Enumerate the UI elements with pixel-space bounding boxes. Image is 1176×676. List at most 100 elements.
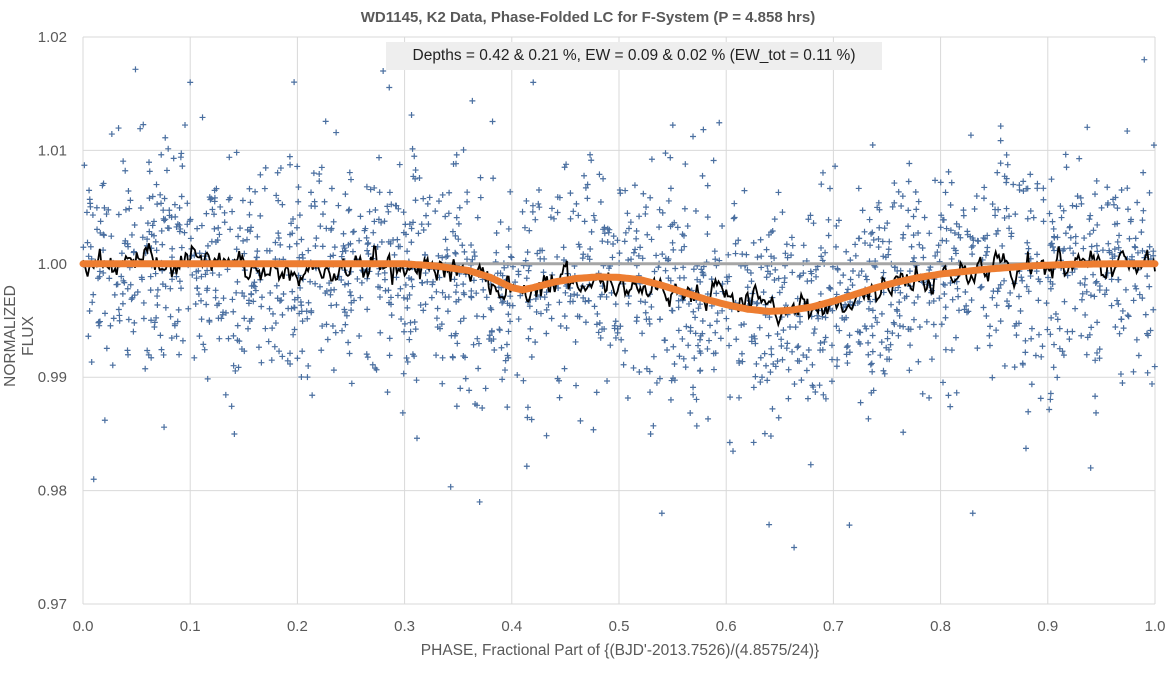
- data-point: [124, 285, 131, 292]
- data-point: [572, 338, 579, 345]
- data-point: [140, 121, 147, 128]
- data-point: [1146, 243, 1153, 250]
- data-point: [294, 355, 301, 362]
- data-point: [160, 351, 167, 358]
- data-point: [1082, 311, 1089, 318]
- data-point: [1047, 242, 1054, 249]
- data-point: [115, 125, 122, 132]
- data-point: [454, 340, 461, 347]
- data-point: [941, 282, 948, 289]
- data-point: [502, 357, 509, 364]
- data-point: [941, 291, 948, 298]
- data-point: [347, 292, 354, 299]
- data-point: [269, 325, 276, 332]
- data-point: [587, 245, 594, 252]
- data-point: [691, 355, 698, 362]
- data-point: [1032, 352, 1039, 359]
- data-point: [204, 285, 211, 292]
- data-point: [656, 206, 663, 213]
- data-point: [125, 316, 132, 323]
- data-point: [319, 211, 326, 218]
- data-point: [714, 310, 721, 317]
- data-point: [989, 374, 996, 381]
- data-point: [920, 254, 927, 261]
- data-point: [1001, 362, 1008, 369]
- data-point: [694, 276, 701, 283]
- x-tick-label: 1.0: [1145, 618, 1166, 635]
- data-point: [116, 312, 123, 319]
- data-point: [227, 226, 234, 233]
- data-point: [1093, 177, 1100, 184]
- data-point: [257, 212, 264, 219]
- data-point: [345, 241, 352, 248]
- data-point: [1093, 278, 1100, 285]
- data-point: [209, 270, 216, 277]
- data-point: [805, 216, 812, 223]
- data-point: [1133, 285, 1140, 292]
- data-point: [1141, 56, 1148, 63]
- data-point: [168, 335, 175, 342]
- data-point: [267, 289, 274, 296]
- data-point: [276, 297, 283, 304]
- data-point: [593, 389, 600, 396]
- data-point: [632, 246, 639, 253]
- data-point: [163, 167, 170, 174]
- data-point: [1011, 364, 1018, 371]
- data-point: [323, 321, 330, 328]
- data-point: [254, 248, 261, 255]
- data-point: [372, 207, 379, 214]
- data-point: [456, 204, 463, 211]
- data-point: [351, 297, 358, 304]
- data-point: [506, 302, 513, 309]
- data-point: [428, 294, 435, 301]
- data-point: [517, 292, 524, 299]
- data-point: [1070, 250, 1077, 257]
- data-point: [449, 354, 456, 361]
- data-point: [480, 286, 487, 293]
- data-point: [856, 235, 863, 242]
- data-point: [1115, 276, 1122, 283]
- x-tick-label: 0.7: [823, 618, 844, 635]
- data-point: [171, 201, 178, 208]
- data-point: [768, 345, 775, 352]
- data-point: [675, 304, 682, 311]
- data-point: [943, 225, 950, 232]
- data-point: [751, 335, 758, 342]
- data-point: [115, 211, 122, 218]
- data-point: [1108, 276, 1115, 283]
- data-point: [146, 228, 153, 235]
- data-point: [1051, 341, 1058, 348]
- data-point: [710, 366, 717, 373]
- data-point: [120, 158, 127, 165]
- x-tick-label: 0.8: [930, 618, 951, 635]
- data-point: [137, 125, 144, 132]
- data-point: [610, 240, 617, 247]
- data-point: [1144, 369, 1151, 376]
- data-point: [997, 281, 1004, 288]
- data-point: [400, 209, 407, 216]
- data-point: [754, 299, 761, 306]
- data-point: [640, 190, 647, 197]
- data-point: [1147, 327, 1154, 334]
- data-point: [216, 271, 223, 278]
- data-point: [385, 208, 392, 215]
- data-point: [662, 150, 669, 157]
- data-point: [101, 232, 108, 239]
- data-point: [750, 239, 757, 246]
- data-point: [96, 268, 103, 275]
- data-point: [331, 244, 338, 251]
- data-point: [953, 220, 960, 227]
- data-point: [697, 336, 704, 343]
- data-point: [671, 377, 678, 384]
- data-point: [636, 213, 643, 220]
- data-point: [377, 329, 384, 336]
- data-point: [230, 308, 237, 315]
- data-point: [719, 307, 726, 314]
- data-point: [563, 324, 570, 331]
- data-point: [176, 204, 183, 211]
- data-point: [159, 281, 166, 288]
- data-point: [525, 267, 532, 274]
- data-point: [384, 203, 391, 210]
- data-point: [298, 302, 305, 309]
- data-point: [775, 414, 782, 421]
